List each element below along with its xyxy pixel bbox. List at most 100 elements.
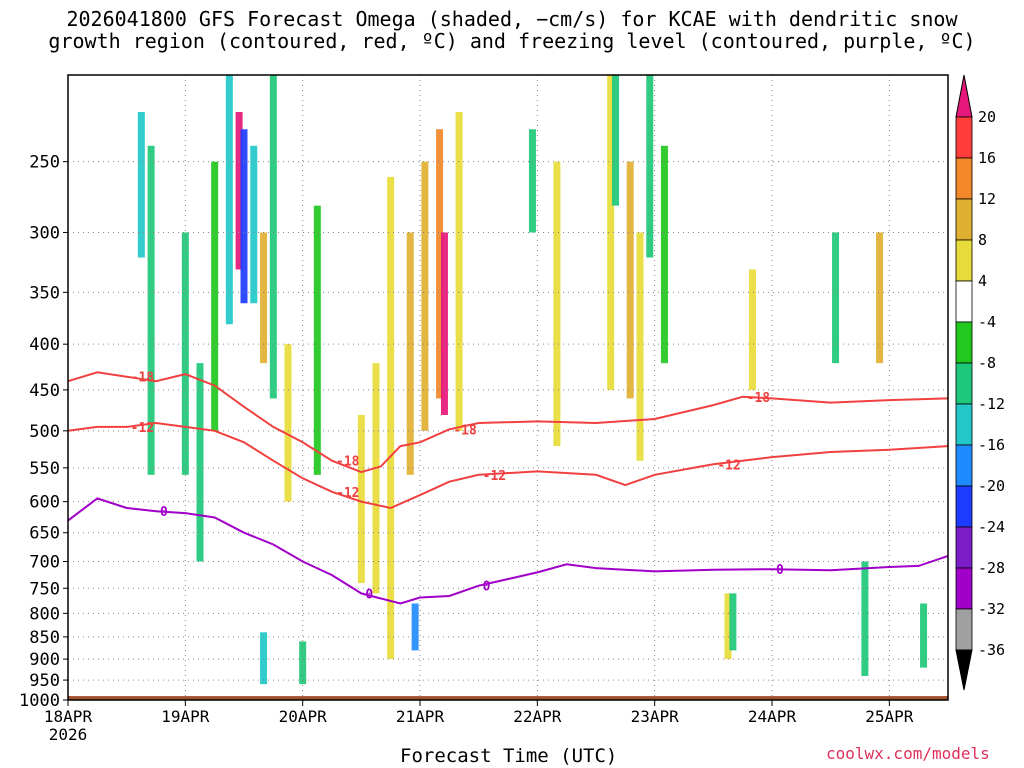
x-tick-label: 22APR <box>513 707 562 726</box>
omega-strip <box>225 75 233 325</box>
x-tick-label: 18APR <box>44 707 93 726</box>
colorbar-swatch <box>955 403 973 446</box>
y-tick-label: 350 <box>29 283 60 303</box>
contour-line <box>67 371 949 474</box>
omega-strip <box>553 161 561 447</box>
omega-strip <box>411 603 419 651</box>
omega-strip <box>724 593 732 660</box>
x-tick-label: 25APR <box>865 707 914 726</box>
colorbar-label: -8 <box>978 354 996 372</box>
colorbar-swatch <box>955 116 973 159</box>
omega-strip <box>235 112 243 270</box>
omega-strip <box>137 112 145 258</box>
contour-label: -18 <box>131 371 155 386</box>
omega-strip <box>299 641 307 685</box>
omega-strip <box>421 161 429 431</box>
colorbar-swatch <box>955 157 973 200</box>
title-line-2: growth region (contoured, red, ºC) and f… <box>48 29 976 53</box>
x-axis-label: Forecast Time (UTC) <box>400 745 618 767</box>
contour-label: 0 <box>160 505 168 520</box>
contour-label: -18 <box>747 391 771 406</box>
omega-strip <box>626 161 634 399</box>
omega-strip <box>607 75 615 390</box>
colorbar-swatch <box>955 608 973 651</box>
omega-strip <box>612 75 620 206</box>
colorbar-label: -16 <box>978 436 1005 454</box>
omega-strip <box>284 344 292 502</box>
omega-strip <box>147 145 155 475</box>
y-tick-label: 400 <box>29 335 60 355</box>
colorbar-label: -24 <box>978 518 1005 536</box>
contour-label: -12 <box>131 421 154 436</box>
contour-label: -18 <box>453 423 477 438</box>
omega-strip <box>357 414 365 584</box>
omega-strip <box>406 232 414 475</box>
colorbar-label: -28 <box>978 559 1005 577</box>
y-tick-label: 850 <box>29 628 60 648</box>
omega-strip <box>240 129 248 304</box>
y-tick-label: 800 <box>29 604 60 624</box>
colorbar-label: 16 <box>978 149 996 167</box>
x-tick-label: 2026 <box>49 725 88 744</box>
omega-strip <box>528 129 536 233</box>
contour-label: -12 <box>717 458 740 473</box>
omega-strip <box>685 232 693 431</box>
y-tick-label: 700 <box>29 552 60 572</box>
omega-strip <box>660 145 668 364</box>
contour-label: 0 <box>776 563 784 578</box>
colorbar-label: 4 <box>978 272 987 290</box>
omega-strip <box>250 145 258 304</box>
omega-strip <box>440 232 448 415</box>
omega-strip <box>260 632 268 685</box>
contour-label: -12 <box>483 469 506 484</box>
colorbar-label: 20 <box>978 108 996 126</box>
colorbar-swatch <box>955 362 973 405</box>
colorbar-label: -4 <box>978 313 996 331</box>
contour-label: 0 <box>365 587 373 602</box>
colorbar-swatch <box>955 239 973 282</box>
y-tick-label: 250 <box>29 153 60 173</box>
omega-strip <box>455 112 463 431</box>
omega-strip <box>646 75 654 258</box>
omega-strip <box>313 205 321 475</box>
omega-strip <box>876 232 884 364</box>
omega-strip <box>211 161 219 431</box>
colorbar-label: 8 <box>978 231 987 249</box>
x-tick-label: 24APR <box>748 707 797 726</box>
x-tick-label: 20APR <box>279 707 328 726</box>
omega-strip <box>387 176 395 660</box>
omega-strip <box>920 603 928 668</box>
colorbar-label: -20 <box>978 477 1005 495</box>
credit-link[interactable]: coolwx.com/models <box>826 744 990 763</box>
contour-label: 0 <box>483 580 491 595</box>
colorbar-label: -12 <box>978 395 1005 413</box>
y-tick-label: 600 <box>29 493 60 513</box>
y-tick-label: 950 <box>29 671 60 691</box>
contour-label: -18 <box>336 455 360 470</box>
colorbar-top-triangle <box>955 74 973 118</box>
omega-strip <box>162 75 170 233</box>
colorbar-label: -32 <box>978 600 1005 618</box>
x-tick-label: 23APR <box>631 707 680 726</box>
colorbar-swatch <box>955 526 973 569</box>
omega-strip <box>181 232 189 475</box>
omega-strip <box>436 129 444 399</box>
omega-strip <box>372 363 380 594</box>
omega-strip <box>748 269 756 390</box>
y-tick-label: 1000 <box>19 691 60 711</box>
y-tick-label: 750 <box>29 579 60 599</box>
omega-strip <box>832 232 840 364</box>
contour-label: -12 <box>336 486 359 501</box>
y-tick-label: 650 <box>29 524 60 544</box>
omega-strip <box>861 561 869 676</box>
colorbar-swatch <box>955 444 973 487</box>
omega-strip <box>729 593 737 651</box>
y-tick-label: 900 <box>29 650 60 670</box>
y-tick-label: 300 <box>29 223 60 243</box>
omega-strip <box>260 232 268 364</box>
y-tick-label: 550 <box>29 459 60 479</box>
contour-line <box>67 497 949 605</box>
chart-title: 2026041800 GFS Forecast Omega (shaded, −… <box>0 8 1024 52</box>
colorbar-label: -36 <box>978 641 1005 659</box>
plot-frame <box>67 74 949 701</box>
